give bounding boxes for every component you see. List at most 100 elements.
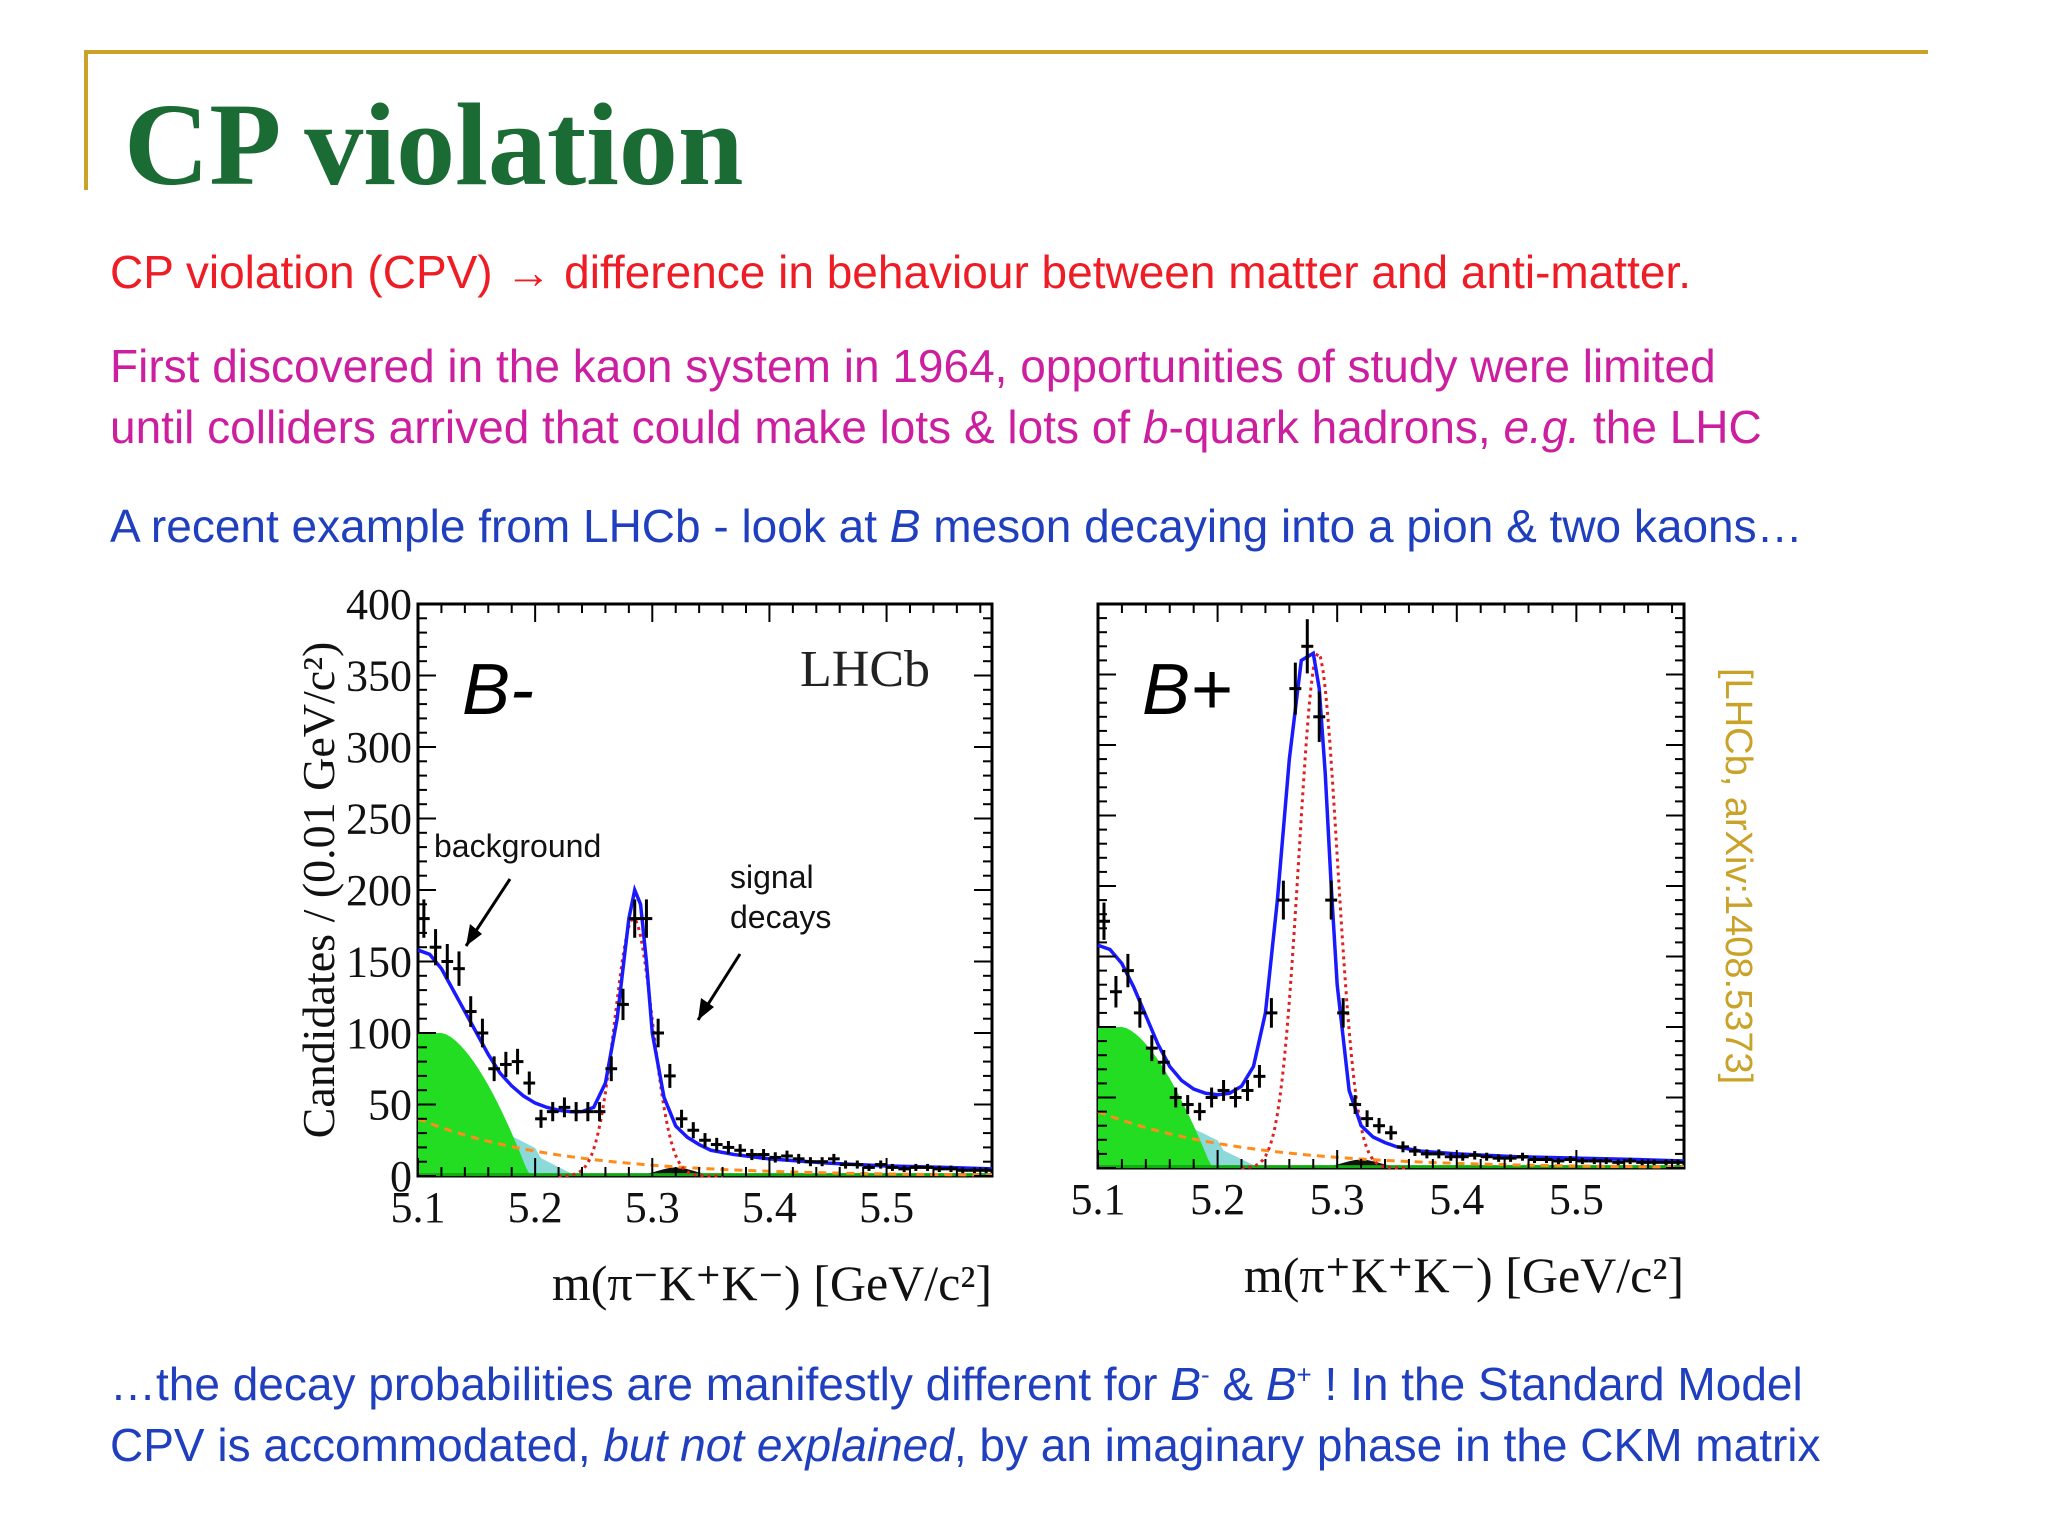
data-point [828,1153,840,1164]
chart-b-plus: 5.1 5.2 5.3 5.4 5.5 m(π⁺K⁺K⁻) [GeV/c²] B+ [LHCb… [1071,602,1759,1303]
data-point [570,1102,582,1122]
conclusion-line-2: CPV is accommodated, but not explained, … [110,1415,1821,1476]
data-point [476,1018,489,1048]
data-point [769,1152,782,1163]
y-tick-label: 200 [346,866,412,915]
y-tick-label: 0 [390,1152,412,1201]
data-point [441,943,454,980]
data-point [1277,880,1290,920]
example-line: A recent example from LHCb - look at B m… [110,496,1803,557]
data-point [886,1163,899,1171]
x-tick-label: 5.5 [1549,1175,1604,1224]
data-point [1504,1154,1517,1162]
data-point [453,951,465,986]
data-point [874,1160,887,1169]
green-background-component [418,1033,536,1176]
annotation-background: background [434,828,601,864]
b-meson-italic: B [889,500,921,552]
data-point [523,1071,536,1095]
data-point [511,1048,524,1075]
arrow-background-head [466,924,482,946]
b-italic: B [1265,1358,1297,1410]
plot-frame [1096,602,1686,1170]
x-tick-label: 5.3 [1310,1175,1365,1224]
data-point [1456,1152,1469,1161]
data-point [664,1063,676,1088]
b-quark-italic: b [1142,401,1169,453]
y-axis-label: Candidates / (0.01 GeV/c²) [293,642,344,1139]
x-tick-label: 5.4 [1429,1175,1484,1224]
data-point [1420,1149,1433,1159]
y-tick-label: 50 [368,1081,412,1130]
data-point [464,996,477,1027]
data-point [1468,1151,1481,1160]
data-point [1552,1157,1565,1165]
data-point [1133,998,1146,1028]
data-point [1109,975,1122,1008]
data-point [792,1153,805,1164]
data-point [1313,691,1326,743]
data-point [1205,1087,1218,1108]
data-point [1576,1157,1589,1165]
data-point [1217,1079,1230,1101]
data-point [910,1163,922,1171]
data-point [933,1165,946,1173]
data-point [1301,619,1314,674]
data-point [1624,1157,1637,1165]
data-point [898,1165,910,1173]
data-point [429,929,442,966]
data-point [816,1157,828,1167]
data-point [1181,1095,1194,1115]
data-point [1373,1117,1386,1134]
example-text: A recent example from LHCb - look at [110,500,890,552]
data-point [1636,1159,1649,1166]
data-point [1408,1146,1421,1156]
combinatorial-curve [417,1117,993,1177]
data-point [628,899,641,938]
data-point [1528,1156,1541,1163]
data-point [839,1160,852,1169]
data-point [617,988,629,1021]
data-point [1600,1157,1613,1165]
x-tick-label: 5.2 [1190,1175,1245,1224]
data-point [1612,1159,1625,1166]
x-tick-label: 5.1 [1071,1175,1126,1224]
data-point [687,1122,700,1139]
data-point [722,1141,735,1154]
data-point [1241,1079,1254,1101]
x-tick-label: 5.2 [508,1183,563,1232]
data-point [921,1163,934,1171]
data-point [980,1167,992,1174]
data-point [1361,1110,1374,1127]
combinatorial-curve [1097,1110,1685,1169]
y-tick-label: 400 [346,580,412,629]
panel-label: B- [462,650,534,730]
slide-title: CP violation [124,79,744,210]
conclusion-italic: but not explained [603,1419,954,1471]
citation: [LHCb, arXiv:1408.5373] [1717,668,1759,1084]
data-point [1672,1159,1684,1166]
history-line-1: First discovered in the kaon system in 1… [110,340,1716,392]
data-point [582,1102,594,1122]
data-point [535,1109,547,1128]
x-tick-label: 5.5 [859,1183,914,1232]
b-italic: B [1170,1358,1201,1410]
conclusion-text: ! In the Standard Model [1311,1358,1803,1410]
data-point [710,1137,723,1152]
history-text: the LHC [1580,401,1762,453]
data-point [757,1149,770,1161]
data-point [746,1149,758,1161]
data-point [1289,662,1302,715]
data-point [1253,1064,1266,1088]
y-tick-label: 100 [346,1009,412,1058]
y-tick-label: 300 [346,723,412,772]
x-axis-label: m(π⁻K⁺K⁻) [GeV/c²] [552,1255,992,1311]
data-point [500,1051,512,1078]
intro-line: CP violation (CPV) → difference in behav… [110,246,1692,298]
data-point [1193,1102,1206,1121]
history-paragraph: First discovered in the kaon system in 1… [110,336,1762,458]
data-point [1121,953,1134,988]
x-tick-label: 5.4 [742,1183,797,1232]
data-point [1265,998,1278,1028]
